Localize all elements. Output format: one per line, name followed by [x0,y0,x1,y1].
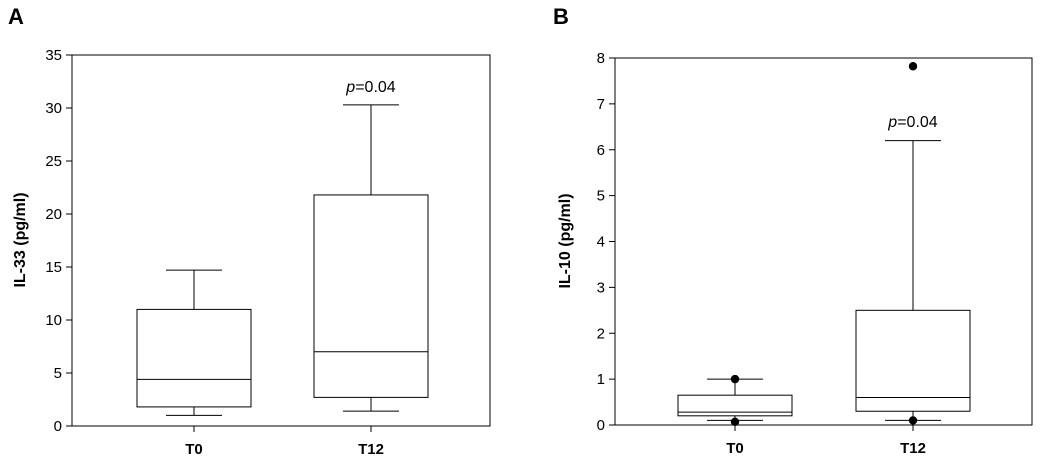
box-t12 [855,62,971,425]
box-iqr [677,394,793,417]
chart-panel-a: A IL-33 (pg/ml) 0 5 10 15 20 25 30 35 T0 T12 p=0.04 [8,4,491,458]
y-tick-label: 0 [54,418,62,435]
box-iqr [136,308,252,408]
outlier-point [730,417,740,426]
x-tick-label: T0 [185,441,203,458]
y-tick-label: 25 [45,153,62,170]
y-axis-label: IL-10 (pg/ml) [557,193,574,288]
plot-frame [71,54,491,427]
y-tick-label: 2 [597,325,605,342]
p-value-annotation: p=0.04 [345,79,395,96]
x-tick-label: T0 [726,440,744,457]
y-tick-label: 15 [45,259,62,276]
y-tick-label: 5 [54,365,62,382]
x-tick-label: T12 [358,441,384,458]
y-tick-label: 7 [597,96,605,113]
box-iqr [313,194,429,398]
y-tick-label: 0 [597,417,605,434]
y-axis-label: IL-33 (pg/ml) [12,192,29,287]
y-tick-label: 1 [597,371,605,388]
outlier-point [908,416,918,425]
outlier-point [908,62,918,71]
x-tick-label: T12 [900,440,926,457]
y-tick-label: 3 [597,279,605,296]
p-value: =0.04 [355,79,396,96]
y-tick-label: 4 [597,234,605,251]
y-tick-label: 10 [45,312,62,329]
p-symbol: p [345,79,355,96]
chart-panel-b: B IL-10 (pg/ml) 0 1 2 3 4 5 6 7 8 T0 T12 p=0.04 [553,4,1033,457]
y-tick-label: 5 [597,188,605,205]
outlier-point [730,374,740,384]
p-value-annotation: p=0.04 [887,114,937,131]
y-tick-label: 6 [597,142,605,159]
p-symbol: p [887,114,897,131]
p-value: =0.04 [897,114,938,131]
y-tick-label: 20 [45,206,62,223]
box-iqr [855,309,971,412]
y-tick-label: 30 [45,100,62,117]
box-t12 [313,104,429,412]
y-tick-label: 35 [45,47,62,64]
box-t0 [677,374,793,426]
panel-letter: A [8,4,24,29]
box-t0 [136,269,252,416]
y-tick-label: 8 [597,50,605,67]
panel-letter: B [553,4,569,29]
